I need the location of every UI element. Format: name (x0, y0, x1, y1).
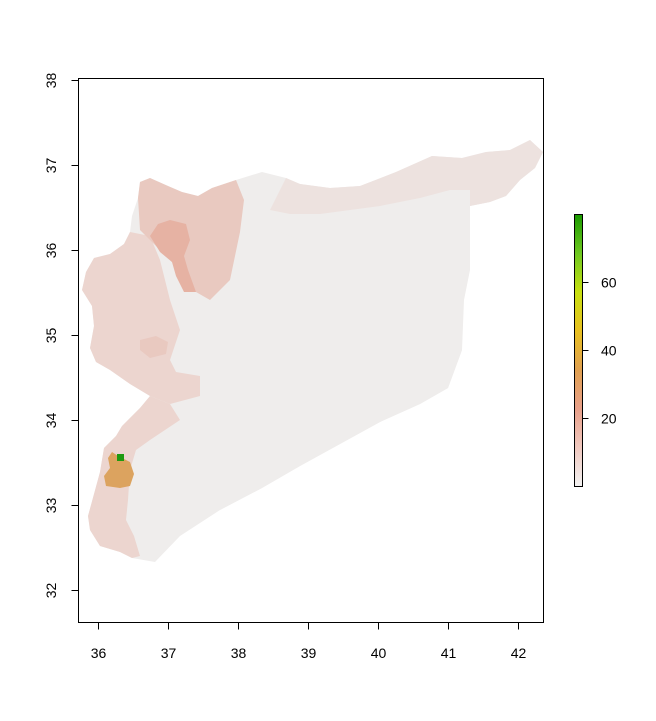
x-tick-label: 39 (301, 645, 317, 661)
region-central (160, 228, 462, 510)
y-tick-label: 36 (43, 243, 59, 259)
y-axis: 32 33 34 35 36 37 38 (43, 73, 79, 599)
x-tick-label: 41 (441, 645, 457, 661)
legend: 20 40 60 (574, 214, 617, 487)
region-coast (82, 232, 200, 404)
region-east (270, 140, 543, 214)
region-north (138, 178, 244, 300)
y-tick-label: 35 (43, 328, 59, 344)
region-hama (140, 336, 168, 358)
x-tick-label: 36 (91, 645, 107, 661)
x-tick-label: 40 (371, 645, 387, 661)
legend-tick-label: 20 (601, 411, 617, 427)
legend-tick-label: 60 (601, 275, 617, 291)
y-tick-label: 38 (43, 73, 59, 89)
y-tick-label: 34 (43, 413, 59, 429)
region-south (88, 396, 180, 558)
legend-color-bar (574, 214, 583, 487)
region-hot-north (150, 220, 196, 292)
y-tick-label: 33 (43, 498, 59, 514)
x-tick-label: 38 (231, 645, 247, 661)
y-tick-label: 37 (43, 158, 59, 174)
x-tick-label: 37 (161, 645, 177, 661)
x-axis: 36 37 38 39 40 41 42 (91, 622, 527, 661)
x-tick-label: 42 (511, 645, 527, 661)
peak-cell (117, 454, 124, 461)
y-tick-label: 32 (43, 583, 59, 599)
legend-tick-label: 40 (601, 343, 617, 359)
region-damascus (104, 452, 134, 488)
